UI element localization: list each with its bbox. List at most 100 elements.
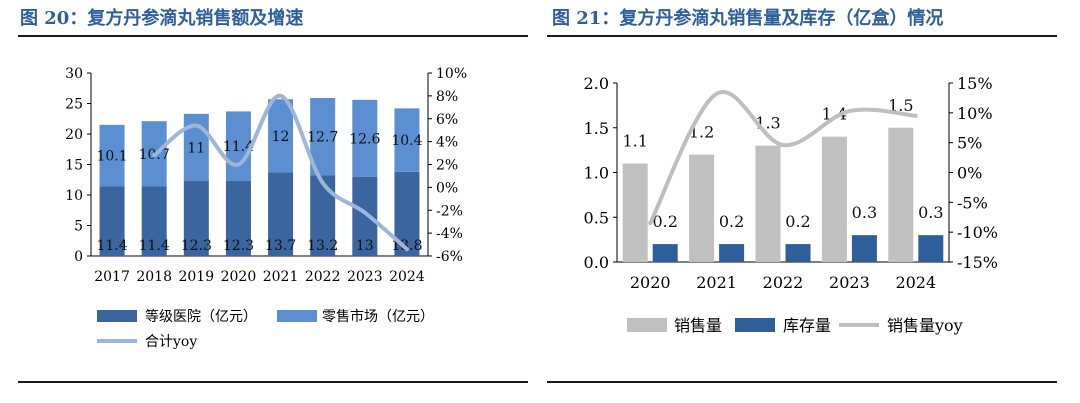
right-y2-tick-label: 15% xyxy=(957,74,993,93)
left-y2-tick-label: 4% xyxy=(436,135,458,151)
left-top-rule xyxy=(18,35,528,37)
right-y-tick-label: 2.0 xyxy=(584,74,609,93)
right-y-tick-label: 0.0 xyxy=(584,253,609,272)
retail-bar xyxy=(225,111,251,181)
right-x-tick-label: 2021 xyxy=(696,273,737,292)
sales-volume-bar xyxy=(821,136,847,262)
retail-bar-label: 12 xyxy=(272,129,290,145)
left-y-tick-label: 30 xyxy=(65,66,83,82)
hospital-bar-label: 11.4 xyxy=(96,238,127,254)
hospital-bar xyxy=(268,172,294,256)
left-y2-tick-label: 0% xyxy=(436,180,458,196)
left-y-tick-label: 10 xyxy=(65,188,83,204)
sales-yoy-line xyxy=(648,89,918,226)
retail-bar-label: 11 xyxy=(187,140,205,156)
right-y2-tick-label: 0% xyxy=(957,164,982,183)
inventory-bar-label: 0.3 xyxy=(918,203,943,222)
left-chart-title: 图 20：复方丹参滴丸销售额及增速 xyxy=(20,8,304,29)
right-x-tick-label: 2020 xyxy=(630,273,671,292)
legend-retail-label: 零售市场（亿元） xyxy=(322,308,434,325)
left-y-tick-label: 20 xyxy=(65,127,83,143)
sales-volume-bar xyxy=(755,145,781,262)
left-x-tick-label: 2021 xyxy=(263,269,299,285)
left-x-tick-label: 2020 xyxy=(221,269,257,285)
right-x-tick-label: 2022 xyxy=(763,273,804,292)
left-y2-tick-label: 6% xyxy=(436,112,458,128)
inventory-bar-label: 0.2 xyxy=(652,212,677,231)
hospital-bar xyxy=(310,175,336,256)
legend-sales-label: 销售量 xyxy=(674,316,722,335)
hospital-bar-label: 11.4 xyxy=(139,238,170,254)
sales-volume-bar-label: 1.1 xyxy=(622,132,647,151)
inventory-bar xyxy=(652,244,678,262)
retail-bar-label: 12.7 xyxy=(307,130,338,146)
right-x-tick-label: 2023 xyxy=(829,273,870,292)
right-bottom-rule xyxy=(547,381,1057,383)
left-bottom-rule xyxy=(18,381,528,383)
right-y2-tick-label: -5% xyxy=(957,193,988,212)
inventory-bar xyxy=(918,235,944,262)
sales-volume-bar xyxy=(888,127,914,262)
left-x-tick-label: 2018 xyxy=(136,269,172,285)
retail-bar-label: 10.1 xyxy=(96,149,127,165)
inventory-bar-label: 0.2 xyxy=(785,212,810,231)
retail-bar-label: 12.6 xyxy=(349,131,380,147)
inventory-bar-label: 0.3 xyxy=(852,203,877,222)
left-y-tick-label: 15 xyxy=(65,158,83,174)
inventory-bar xyxy=(851,235,877,262)
hospital-bar xyxy=(352,176,378,256)
legend-yoy-label: 合计yoy xyxy=(145,334,197,350)
sales-volume-bar xyxy=(689,154,715,262)
hospital-bar-label: 12.3 xyxy=(181,238,212,254)
retail-bar xyxy=(352,99,378,177)
right-y2-tick-label: 5% xyxy=(957,134,982,153)
hospital-bar-label: 13.7 xyxy=(265,238,296,254)
retail-bar-label: 10.4 xyxy=(391,133,422,149)
right-chart-title: 图 21：复方丹参滴丸销售量及库存（亿盒）情况 xyxy=(552,8,944,29)
legend-hospital-label: 等级医院（亿元） xyxy=(145,308,257,325)
sales-volume-bar xyxy=(622,163,648,262)
left-x-tick-label: 2019 xyxy=(178,269,214,285)
left-y2-tick-label: 2% xyxy=(436,158,458,174)
inventory-bar-label: 0.2 xyxy=(719,212,744,231)
right-y-tick-label: 1.5 xyxy=(584,119,609,138)
retail-bar-label: 11.4 xyxy=(223,139,254,155)
hospital-bar-label: 12.3 xyxy=(223,238,254,254)
retail-bar xyxy=(394,108,420,172)
legend-retail-swatch xyxy=(277,310,317,322)
retail-bar xyxy=(268,99,294,173)
left-x-tick-label: 2022 xyxy=(305,269,341,285)
retail-bar xyxy=(99,124,125,187)
left-x-tick-label: 2017 xyxy=(94,269,130,285)
right-x-tick-label: 2024 xyxy=(895,273,936,292)
right-y2-tick-label: 10% xyxy=(957,104,993,123)
legend-inventory-label: 库存量 xyxy=(783,316,831,335)
inventory-bar xyxy=(719,244,745,262)
hospital-bar-label: 13.2 xyxy=(307,238,338,254)
yoy-line xyxy=(152,93,409,252)
left-y-tick-label: 0 xyxy=(74,249,83,265)
left-x-tick-label: 2024 xyxy=(389,269,425,285)
left-y2-tick-label: -2% xyxy=(436,203,463,219)
left-y-tick-label: 5 xyxy=(74,219,83,235)
left-y2-tick-label: 8% xyxy=(436,89,458,105)
hospital-bar-label: 13 xyxy=(356,238,374,254)
legend-inventory-swatch xyxy=(735,318,775,332)
right-top-rule xyxy=(547,35,1057,37)
right-y-tick-label: 1.0 xyxy=(584,164,609,183)
right-y2-tick-label: -15% xyxy=(957,253,998,272)
left-y2-tick-label: -6% xyxy=(436,249,463,265)
legend-sales-yoy-label: 销售量yoy xyxy=(887,316,963,335)
hospital-bar xyxy=(99,186,125,256)
sales-volume-bar-label: 1.4 xyxy=(822,105,847,124)
inventory-bar xyxy=(785,244,811,262)
sales-volume-bar-label: 1.2 xyxy=(689,123,714,142)
legend-hospital-swatch xyxy=(97,310,137,322)
right-y-tick-label: 0.5 xyxy=(584,208,609,227)
left-y2-tick-label: -4% xyxy=(436,226,463,242)
hospital-bar xyxy=(141,186,167,256)
left-x-tick-label: 2023 xyxy=(347,269,383,285)
legend-sales-swatch xyxy=(627,318,667,332)
